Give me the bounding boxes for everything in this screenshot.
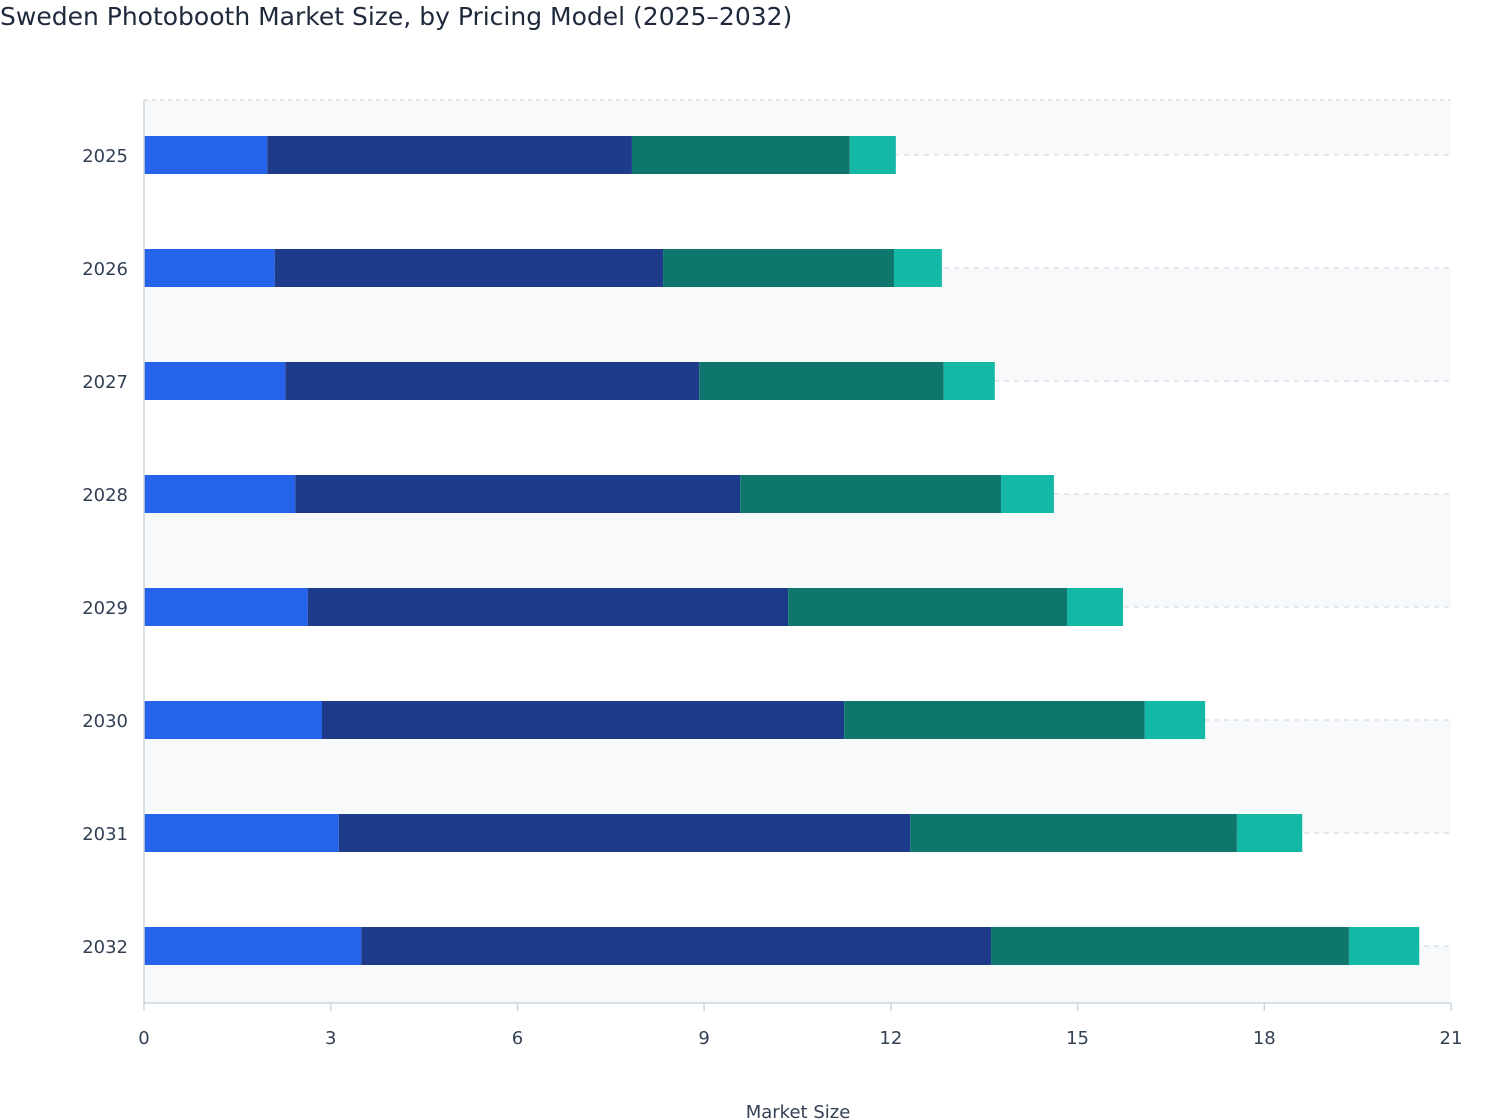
y-tick-label: 2026 [82, 259, 128, 280]
bar-segment [144, 701, 323, 739]
bar-segment [1144, 701, 1206, 739]
bar-segment [788, 588, 1067, 626]
bar-segment [274, 249, 664, 287]
bar-segment [144, 362, 286, 400]
bar-segment [295, 475, 741, 513]
bar-segment [844, 701, 1145, 739]
bar-segment [631, 136, 850, 174]
y-tick-label: 2025 [82, 146, 128, 167]
chart-title: Sweden Photobooth Market Size, by Pricin… [0, 2, 792, 31]
bar-segment [361, 927, 992, 965]
bar-segment [991, 927, 1349, 965]
bar-segment [307, 588, 789, 626]
bar-segment [322, 701, 845, 739]
bar-segment [1236, 814, 1303, 852]
bar-segment [144, 588, 308, 626]
x-tick-label: 6 [512, 1028, 523, 1049]
bar-segment [699, 362, 944, 400]
x-tick-label: 3 [325, 1028, 336, 1049]
bar-segment [144, 249, 275, 287]
x-tick-label: 18 [1253, 1028, 1276, 1049]
y-tick-label: 2031 [82, 824, 128, 845]
bar-segment [910, 814, 1237, 852]
y-tick-label: 2027 [82, 372, 128, 393]
y-tick-label: 2029 [82, 598, 128, 619]
bar-segment [144, 475, 296, 513]
x-tick-label: 9 [698, 1028, 709, 1049]
bar-segment [1348, 927, 1420, 965]
bar-segment [663, 249, 894, 287]
bar-segment [144, 927, 362, 965]
bar-segment [1066, 588, 1124, 626]
bar-segment [893, 249, 942, 287]
y-tick-label: 2032 [82, 937, 128, 958]
bar-segment [144, 814, 339, 852]
bar-segment [849, 136, 896, 174]
bar-segment [740, 475, 1002, 513]
bar-segment [144, 136, 268, 174]
x-tick-label: 15 [1066, 1028, 1089, 1049]
x-tick-label: 0 [138, 1028, 149, 1049]
bar-segment [1001, 475, 1054, 513]
x-axis-title: Market Size [746, 1102, 851, 1120]
y-tick-label: 2028 [82, 485, 128, 506]
bar-segment [943, 362, 995, 400]
y-tick-label: 2030 [82, 711, 128, 732]
bar-segment [267, 136, 632, 174]
x-tick-label: 12 [879, 1028, 902, 1049]
bar-segment [285, 362, 700, 400]
x-tick-label: 21 [1440, 1028, 1463, 1049]
bar-segment [338, 814, 911, 852]
